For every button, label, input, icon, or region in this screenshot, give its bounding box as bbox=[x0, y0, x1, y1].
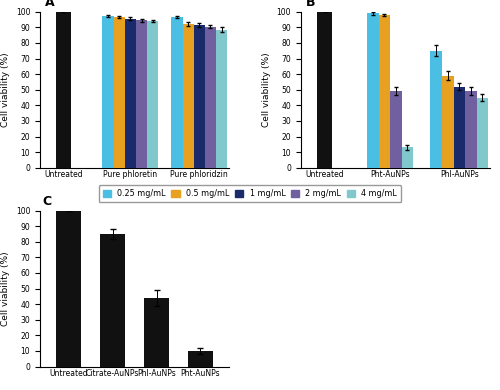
Bar bbox=[194, 25, 205, 168]
Y-axis label: Cell viability (%): Cell viability (%) bbox=[1, 251, 10, 326]
Bar bbox=[172, 17, 182, 168]
Bar bbox=[182, 24, 194, 168]
Bar bbox=[442, 76, 454, 168]
Bar bbox=[114, 17, 125, 168]
Legend: 0.25 mg/mL, 0.5 mg/mL, 1 mg/mL, 2 mg/mL, 4 mg/mL: 0.25 mg/mL, 0.5 mg/mL, 1 mg/mL, 2 mg/mL,… bbox=[99, 185, 401, 202]
Bar bbox=[188, 351, 212, 367]
Bar bbox=[378, 15, 390, 168]
Bar bbox=[147, 21, 158, 168]
Bar bbox=[216, 30, 227, 168]
Bar bbox=[100, 234, 124, 367]
Bar bbox=[205, 27, 216, 168]
Bar bbox=[465, 91, 476, 168]
Bar bbox=[318, 12, 332, 168]
Y-axis label: Cell viability (%): Cell viability (%) bbox=[1, 52, 10, 127]
Bar bbox=[476, 98, 488, 168]
Bar bbox=[136, 20, 147, 168]
Bar bbox=[430, 51, 442, 168]
Bar bbox=[402, 147, 413, 168]
Text: A: A bbox=[44, 0, 54, 9]
Bar bbox=[56, 211, 80, 367]
Bar bbox=[454, 87, 465, 168]
Bar bbox=[367, 13, 378, 168]
Bar bbox=[144, 298, 169, 367]
Y-axis label: Cell viability (%): Cell viability (%) bbox=[262, 52, 271, 127]
Bar bbox=[125, 19, 136, 168]
Text: B: B bbox=[306, 0, 315, 9]
Text: C: C bbox=[42, 195, 51, 208]
Bar bbox=[56, 12, 70, 168]
Bar bbox=[102, 16, 114, 168]
Bar bbox=[390, 91, 402, 168]
